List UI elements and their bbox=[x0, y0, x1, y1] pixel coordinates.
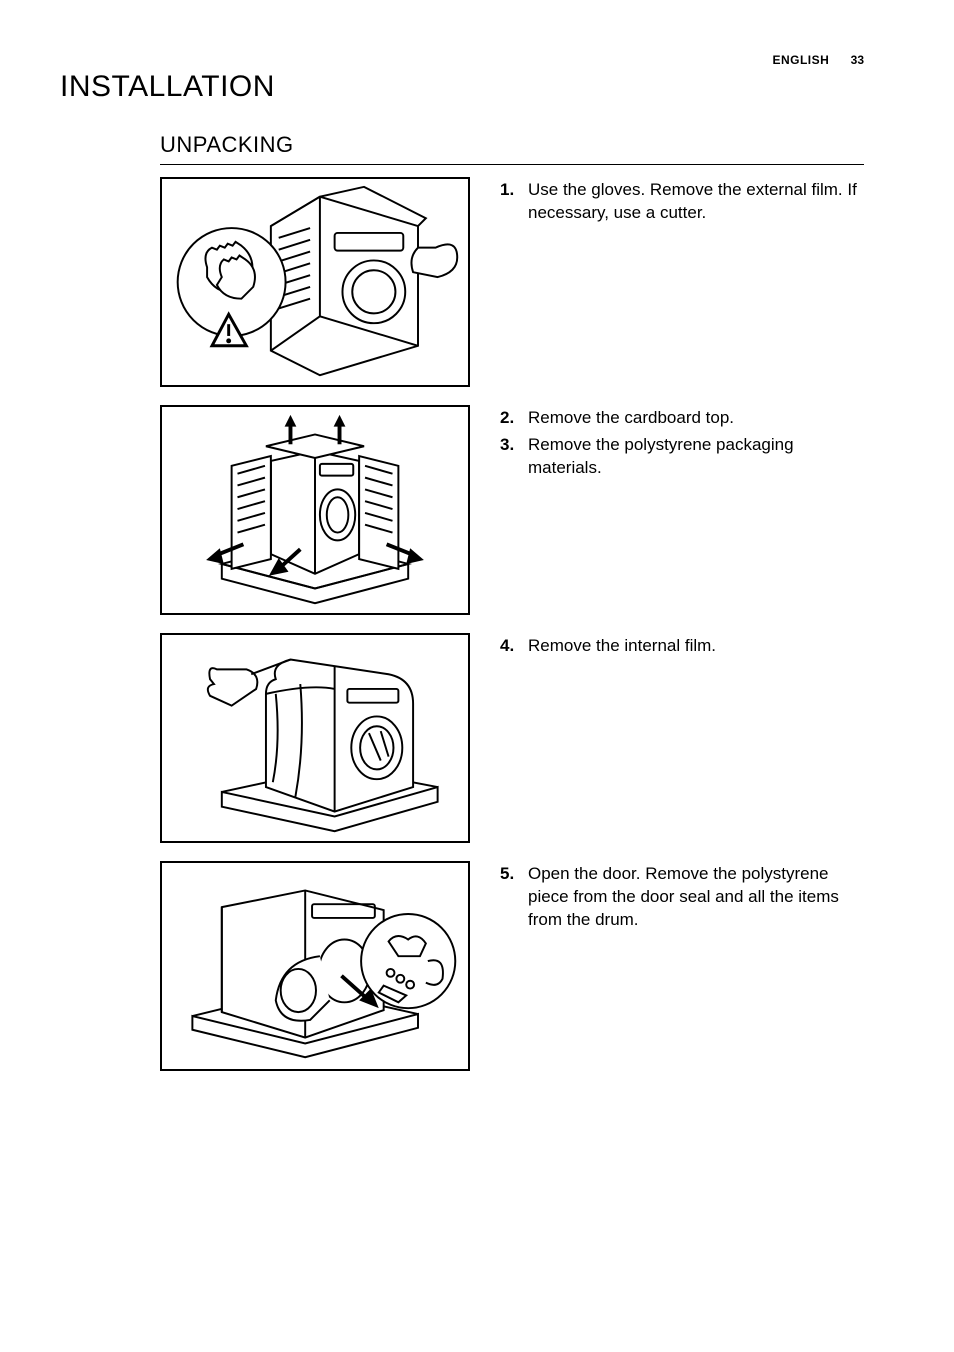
section-title: INSTALLATION bbox=[60, 70, 864, 104]
step-item: 3. Remove the polystyrene packaging mate… bbox=[500, 434, 864, 480]
step-text: 1. Use the gloves. Remove the external f… bbox=[500, 177, 864, 229]
step-number: 4. bbox=[500, 635, 528, 658]
figure-remove-internal-film bbox=[160, 633, 470, 843]
subsection-divider bbox=[160, 164, 864, 165]
header-language: ENGLISH bbox=[772, 53, 829, 67]
step-body: Remove the internal film. bbox=[528, 635, 864, 658]
figure-remove-cardboard-poly bbox=[160, 405, 470, 615]
step-number: 3. bbox=[500, 434, 528, 480]
step-body: Use the gloves. Remove the external film… bbox=[528, 179, 864, 225]
step-number: 2. bbox=[500, 407, 528, 430]
step-item: 1. Use the gloves. Remove the external f… bbox=[500, 179, 864, 225]
step-row: 2. Remove the cardboard top. 3. Remove t… bbox=[160, 405, 864, 615]
step-item: 2. Remove the cardboard top. bbox=[500, 407, 864, 430]
step-item: 4. Remove the internal film. bbox=[500, 635, 864, 658]
step-text: 2. Remove the cardboard top. 3. Remove t… bbox=[500, 405, 864, 484]
step-body: Open the door. Remove the polystyrene pi… bbox=[528, 863, 864, 932]
step-number: 1. bbox=[500, 179, 528, 225]
step-item: 5. Open the door. Remove the polystyrene… bbox=[500, 863, 864, 932]
step-row: 5. Open the door. Remove the polystyrene… bbox=[160, 861, 864, 1071]
step-body: Remove the cardboard top. bbox=[528, 407, 864, 430]
step-body: Remove the polystyrene packaging materia… bbox=[528, 434, 864, 480]
step-text: 4. Remove the internal film. bbox=[500, 633, 864, 662]
step-row: 4. Remove the internal film. bbox=[160, 633, 864, 843]
step-number: 5. bbox=[500, 863, 528, 932]
figure-gloves-remove-film bbox=[160, 177, 470, 387]
steps-container: 1. Use the gloves. Remove the external f… bbox=[160, 177, 864, 1071]
figure-open-door-remove-items bbox=[160, 861, 470, 1071]
step-row: 1. Use the gloves. Remove the external f… bbox=[160, 177, 864, 387]
page-header: ENGLISH 33 bbox=[772, 53, 864, 67]
step-text: 5. Open the door. Remove the polystyrene… bbox=[500, 861, 864, 936]
subsection-title: UNPACKING bbox=[160, 132, 864, 158]
header-page-number: 33 bbox=[851, 53, 864, 67]
